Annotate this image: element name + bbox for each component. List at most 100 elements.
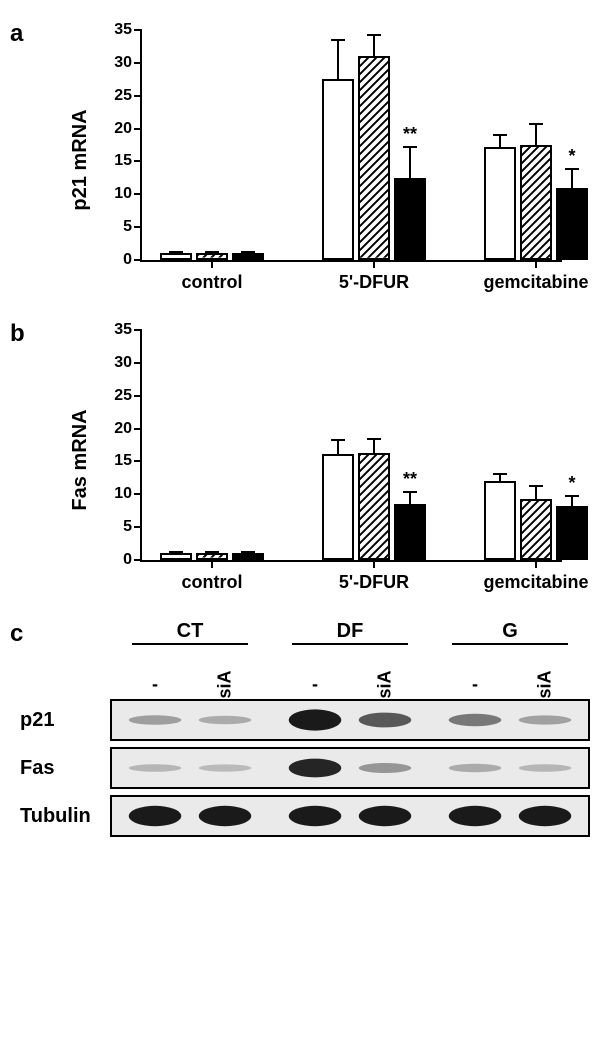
blot-row: p21 [20, 699, 590, 741]
y-tick-label: 0 [123, 551, 132, 569]
y-tick-label: 35 [114, 321, 132, 339]
y-tick [134, 428, 142, 430]
bar [394, 178, 426, 260]
error-bar [337, 40, 339, 79]
significance-marker: ** [403, 469, 417, 490]
y-tick [134, 226, 142, 228]
bar [232, 253, 264, 260]
bar [484, 481, 516, 561]
y-tick [134, 29, 142, 31]
error-cap [565, 168, 579, 170]
bar [232, 553, 264, 560]
y-tick-label: 25 [114, 87, 132, 105]
error-bar [571, 169, 573, 187]
y-tick-label: 35 [114, 21, 132, 39]
blot-lane-sublabel: - [280, 674, 350, 695]
error-bar [535, 486, 537, 499]
significance-marker: * [568, 146, 575, 167]
bar [394, 504, 426, 560]
blot-group-header: DF [280, 620, 420, 649]
error-bar [409, 147, 411, 178]
x-tick [373, 260, 375, 268]
error-cap [367, 438, 381, 440]
error-cap [331, 39, 345, 41]
y-tick [134, 526, 142, 528]
panel-a-label: a [10, 20, 23, 48]
blot-row-label: p21 [20, 709, 110, 732]
blot-sublabel-row: -siA-siA-siA [120, 653, 590, 695]
error-cap [529, 123, 543, 125]
x-tick [373, 560, 375, 568]
x-group-label: control [182, 272, 243, 293]
error-bar [373, 35, 375, 56]
blot-lane-sublabel: siA [215, 650, 236, 720]
error-bar [535, 124, 537, 145]
blot-band [359, 806, 412, 826]
y-tick-label: 0 [123, 251, 132, 269]
blot-strip [110, 699, 590, 741]
x-tick [211, 560, 213, 568]
error-cap [169, 251, 183, 253]
y-tick-label: 5 [123, 518, 132, 536]
error-cap [403, 491, 417, 493]
panel-a-chart: p21 mRNA 05101520253035control**5'-DFUR*… [100, 20, 570, 300]
blot-row: Fas [20, 747, 590, 789]
panel-b-label: b [10, 320, 25, 348]
y-tick-label: 20 [114, 120, 132, 138]
y-tick [134, 193, 142, 195]
x-tick [211, 260, 213, 268]
significance-marker: * [568, 473, 575, 494]
y-tick-label: 10 [114, 185, 132, 203]
bar [322, 79, 354, 260]
blot-band [289, 709, 342, 730]
blot-lane-sublabel: siA [535, 650, 556, 720]
blot-row-label: Fas [20, 757, 110, 780]
y-tick-label: 30 [114, 354, 132, 372]
blot-lane-sublabel: siA [375, 650, 396, 720]
blot-strip [110, 747, 590, 789]
error-cap [205, 551, 219, 553]
blot-band [129, 715, 182, 725]
y-tick [134, 329, 142, 331]
panel-a: a p21 mRNA 05101520253035control**5'-DFU… [10, 20, 590, 300]
y-tick-label: 15 [114, 452, 132, 470]
error-bar [499, 135, 501, 147]
x-group-label: control [182, 572, 243, 593]
error-cap [241, 551, 255, 553]
blot-band [289, 759, 342, 778]
y-tick [134, 259, 142, 261]
error-cap [529, 485, 543, 487]
blot-lane-sublabel: - [440, 674, 510, 695]
blot-band [289, 806, 342, 826]
bar [556, 188, 588, 260]
y-tick [134, 95, 142, 97]
bar [358, 453, 390, 560]
bar [520, 499, 552, 560]
blot-lane-sublabel: - [120, 674, 190, 695]
y-tick-label: 15 [114, 152, 132, 170]
blot-row-label: Tubulin [20, 805, 110, 828]
error-cap [241, 251, 255, 253]
panel-b-plot: 05101520253035control**5'-DFUR*gemcitabi… [140, 330, 562, 562]
bar [160, 253, 192, 260]
y-tick [134, 395, 142, 397]
y-tick [134, 160, 142, 162]
x-group-label: gemcitabine [483, 572, 588, 593]
y-tick-label: 30 [114, 54, 132, 72]
x-tick [535, 260, 537, 268]
error-cap [493, 473, 507, 475]
blot-band [359, 763, 412, 773]
blot-group-label: DF [292, 620, 408, 645]
y-tick-label: 10 [114, 485, 132, 503]
bar [484, 147, 516, 260]
panel-b: b Fas mRNA 05101520253035control**5'-DFU… [10, 320, 590, 600]
error-bar [373, 439, 375, 453]
x-group-label: 5'-DFUR [339, 572, 409, 593]
error-cap [331, 439, 345, 441]
panel-c: c CTDFG-siA-siA-siAp21FasTubulin [10, 620, 590, 837]
panel-a-ylabel: p21 mRNA [69, 109, 92, 210]
error-bar [409, 492, 411, 504]
panel-b-ylabel: Fas mRNA [69, 409, 92, 510]
blot-band [129, 806, 182, 826]
blot-band [449, 764, 502, 772]
